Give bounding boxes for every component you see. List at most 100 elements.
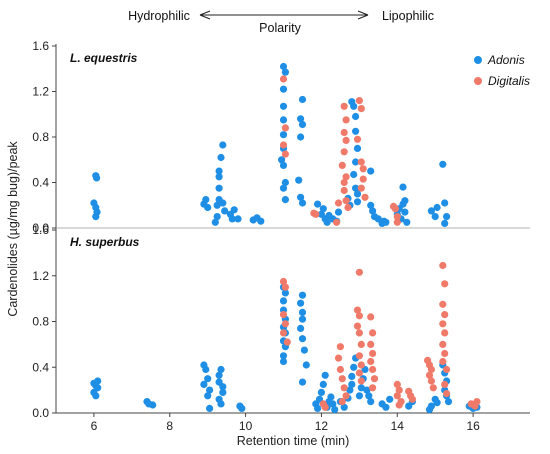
data-point-adonis	[367, 167, 375, 175]
data-point-adonis	[401, 197, 409, 205]
data-point-adonis	[298, 378, 307, 386]
data-point-adonis	[319, 205, 327, 213]
data-point-adonis	[92, 392, 100, 400]
y-ticks-bottom-panel: 0.0 0.4 0.8 1.2 1.6	[32, 223, 56, 420]
data-point-adonis	[350, 170, 358, 179]
data-point-adonis	[353, 190, 362, 198]
data-point-adonis	[281, 289, 289, 297]
data-point-adonis	[297, 299, 305, 307]
legend-marker-adonis	[474, 56, 482, 64]
data-point-digitalis	[357, 105, 365, 113]
data-point-digitalis	[338, 161, 346, 169]
polarity-arrow-right-head	[357, 10, 369, 20]
data-point-digitalis	[441, 380, 449, 388]
data-point-adonis	[297, 133, 305, 141]
data-point-digitalis	[353, 135, 362, 143]
data-point-adonis	[348, 372, 356, 380]
data-point-digitalis	[357, 361, 365, 369]
data-point-digitalis	[425, 371, 434, 379]
data-point-adonis	[399, 183, 407, 191]
data-point-adonis	[149, 401, 157, 409]
data-point-adonis	[217, 365, 225, 374]
data-point-adonis	[298, 120, 307, 129]
data-point-digitalis	[369, 329, 377, 337]
data-point-adonis	[427, 207, 435, 215]
data-point-adonis	[367, 201, 375, 209]
data-point-digitalis	[427, 377, 435, 385]
data-point-adonis	[279, 352, 288, 360]
data-point-adonis	[439, 160, 447, 168]
data-point-digitalis	[395, 401, 403, 409]
data-point-digitalis	[355, 268, 363, 276]
data-point-adonis	[215, 371, 223, 379]
data-point-digitalis	[334, 199, 343, 207]
data-point-adonis	[221, 207, 229, 215]
legend-label-digitalis: Digitalis	[488, 74, 530, 88]
data-point-adonis	[219, 383, 227, 391]
data-point-digitalis	[333, 218, 341, 226]
data-point-digitalis	[367, 357, 375, 366]
data-point-digitalis	[279, 75, 288, 83]
data-point-digitalis	[369, 349, 377, 358]
data-point-adonis	[279, 116, 288, 124]
data-point-adonis	[217, 400, 225, 408]
header-hydrophilic-label: Hydrophilic	[128, 9, 190, 23]
data-point-digitalis	[359, 175, 367, 183]
data-point-adonis	[219, 199, 227, 207]
data-point-adonis	[433, 399, 441, 407]
data-point-adonis	[323, 218, 331, 226]
data-point-digitalis	[336, 365, 344, 374]
data-point-adonis	[363, 386, 371, 394]
data-point-digitalis	[279, 329, 288, 337]
data-point-adonis	[346, 386, 354, 394]
data-point-digitalis	[393, 380, 401, 388]
data-point-adonis	[230, 206, 238, 214]
data-point-adonis	[298, 308, 307, 316]
data-point-digitalis	[334, 354, 343, 362]
data-point-adonis	[281, 178, 289, 187]
data-point-digitalis	[355, 369, 363, 377]
data-point-adonis	[204, 203, 212, 212]
y-tick-label: 0.8	[32, 315, 49, 329]
data-point-digitalis	[393, 392, 401, 400]
data-point-adonis	[279, 85, 288, 93]
y-tick-label: 1.2	[32, 269, 49, 283]
data-point-digitalis	[361, 193, 369, 201]
data-point-digitalis	[439, 320, 447, 328]
data-point-adonis	[314, 404, 322, 412]
data-point-adonis	[298, 95, 307, 104]
data-point-digitalis	[439, 340, 447, 348]
legend: Adonis Digitalis	[474, 53, 530, 88]
data-point-digitalis	[367, 313, 375, 321]
axes	[55, 44, 530, 414]
data-point-adonis	[350, 363, 358, 371]
data-point-adonis	[281, 68, 289, 76]
data-point-adonis	[92, 213, 100, 221]
data-point-digitalis	[340, 384, 348, 392]
data-point-adonis	[297, 324, 305, 332]
legend-marker-digitalis	[474, 77, 482, 85]
legend-label-adonis: Adonis	[487, 53, 525, 67]
data-point-adonis	[444, 398, 453, 406]
header-lipophilic-label: Lipophilic	[382, 9, 434, 23]
data-point-adonis	[329, 400, 337, 408]
series-digitalis-panel-2	[279, 261, 481, 411]
data-point-adonis	[401, 208, 409, 216]
data-point-adonis	[352, 158, 360, 166]
data-point-adonis	[238, 404, 246, 412]
data-point-digitalis	[367, 340, 375, 348]
data-point-adonis	[297, 115, 305, 123]
data-point-adonis	[365, 392, 373, 400]
data-point-digitalis	[338, 398, 346, 406]
data-point-adonis	[298, 291, 307, 299]
data-point-digitalis	[281, 124, 289, 132]
data-point-adonis	[206, 404, 214, 412]
data-point-digitalis	[357, 184, 365, 192]
data-point-adonis	[200, 380, 208, 388]
data-point-adonis	[321, 371, 329, 379]
y-ticks-top-panel: 0.0 0.4 0.8 1.2 1.6	[32, 39, 56, 235]
data-point-adonis	[298, 335, 307, 343]
series-adonis-panel-2	[90, 283, 481, 414]
data-point-adonis	[403, 218, 411, 226]
